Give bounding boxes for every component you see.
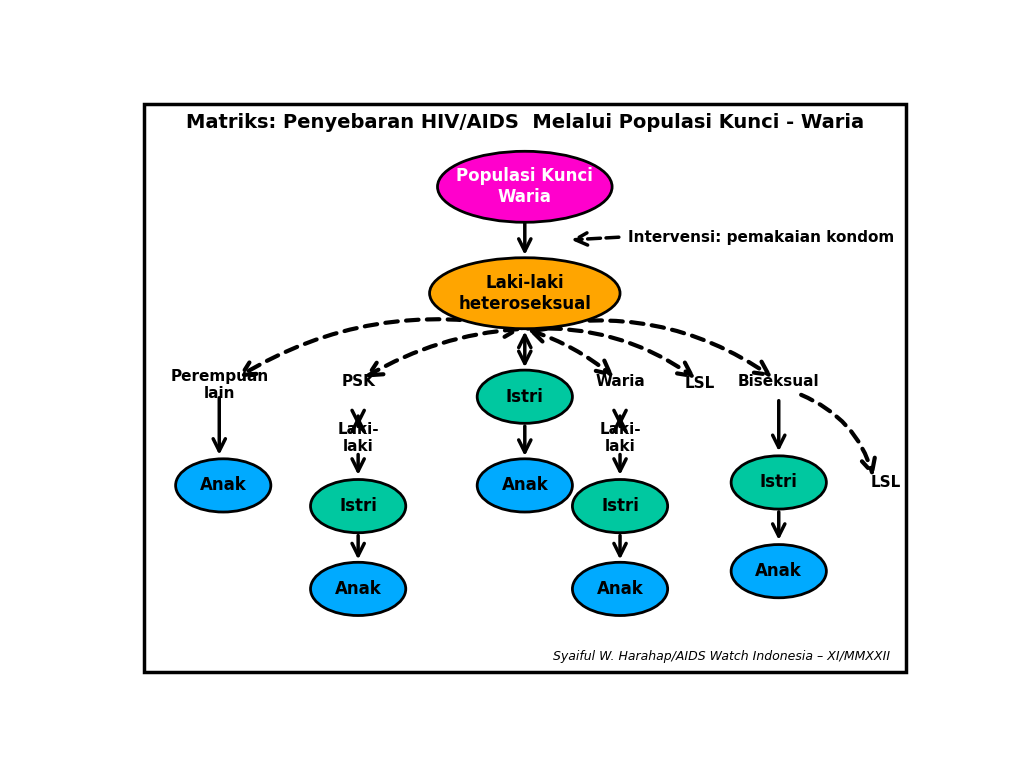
Ellipse shape bbox=[310, 562, 406, 615]
Text: LSL: LSL bbox=[870, 475, 901, 490]
Text: Syaiful W. Harahap/AIDS Watch Indonesia – XI/MMXXII: Syaiful W. Harahap/AIDS Watch Indonesia … bbox=[553, 650, 890, 663]
Text: Biseksual: Biseksual bbox=[738, 375, 819, 389]
Text: Matriks: Penyebaran HIV/AIDS  Melalui Populasi Kunci - Waria: Matriks: Penyebaran HIV/AIDS Melalui Pop… bbox=[185, 113, 864, 132]
Text: Istri: Istri bbox=[506, 388, 544, 406]
Text: Anak: Anak bbox=[335, 580, 382, 598]
Ellipse shape bbox=[731, 545, 826, 598]
Ellipse shape bbox=[477, 458, 572, 512]
Text: Anak: Anak bbox=[756, 562, 802, 580]
Ellipse shape bbox=[731, 456, 826, 509]
Text: Populasi Kunci
Waria: Populasi Kunci Waria bbox=[457, 167, 593, 206]
Text: Istri: Istri bbox=[601, 497, 639, 515]
Text: Intervensi: pemakaian kondom: Intervensi: pemakaian kondom bbox=[628, 230, 894, 244]
Text: Anak: Anak bbox=[200, 476, 247, 495]
Text: Anak: Anak bbox=[502, 476, 548, 495]
Text: Perempuan
lain: Perempuan lain bbox=[170, 369, 268, 401]
Text: Laki-
laki: Laki- laki bbox=[599, 422, 641, 455]
Ellipse shape bbox=[572, 479, 668, 533]
Text: Istri: Istri bbox=[760, 473, 798, 492]
Ellipse shape bbox=[477, 370, 572, 423]
Text: Laki-laki
heteroseksual: Laki-laki heteroseksual bbox=[459, 274, 591, 313]
Ellipse shape bbox=[437, 151, 612, 222]
Text: Waria: Waria bbox=[595, 375, 645, 389]
Ellipse shape bbox=[572, 562, 668, 615]
Ellipse shape bbox=[430, 258, 620, 329]
Text: Laki-
laki: Laki- laki bbox=[337, 422, 379, 455]
Text: LSL: LSL bbox=[684, 376, 715, 391]
Text: Anak: Anak bbox=[597, 580, 643, 598]
Text: PSK: PSK bbox=[341, 375, 375, 389]
Ellipse shape bbox=[176, 458, 270, 512]
Text: Istri: Istri bbox=[339, 497, 377, 515]
Ellipse shape bbox=[310, 479, 406, 533]
